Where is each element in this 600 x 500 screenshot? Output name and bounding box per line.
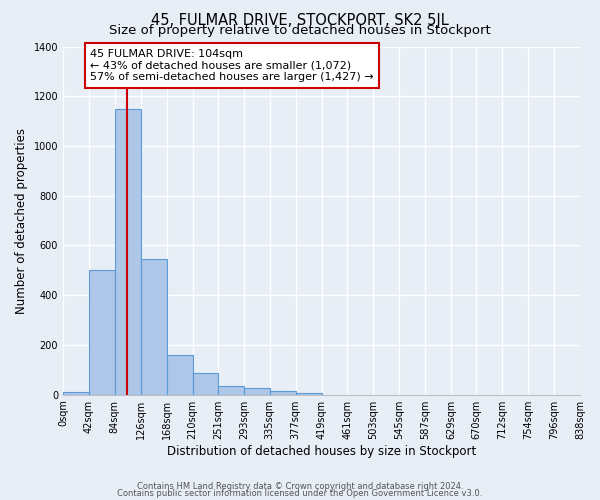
Text: 45 FULMAR DRIVE: 104sqm
← 43% of detached houses are smaller (1,072)
57% of semi: 45 FULMAR DRIVE: 104sqm ← 43% of detache… [90,49,374,82]
Bar [193,373,218,394]
Bar [270,391,296,394]
Bar [167,355,193,395]
Bar [244,388,270,394]
Bar [141,259,167,394]
Y-axis label: Number of detached properties: Number of detached properties [15,128,28,314]
Text: Contains HM Land Registry data © Crown copyright and database right 2024.: Contains HM Land Registry data © Crown c… [137,482,463,491]
Bar [63,392,89,394]
Bar [89,270,115,394]
Bar [218,386,244,394]
Text: Contains public sector information licensed under the Open Government Licence v3: Contains public sector information licen… [118,489,482,498]
X-axis label: Distribution of detached houses by size in Stockport: Distribution of detached houses by size … [167,444,476,458]
Text: Size of property relative to detached houses in Stockport: Size of property relative to detached ho… [109,24,491,37]
Bar [115,108,141,395]
Text: 45, FULMAR DRIVE, STOCKPORT, SK2 5JL: 45, FULMAR DRIVE, STOCKPORT, SK2 5JL [151,12,449,28]
